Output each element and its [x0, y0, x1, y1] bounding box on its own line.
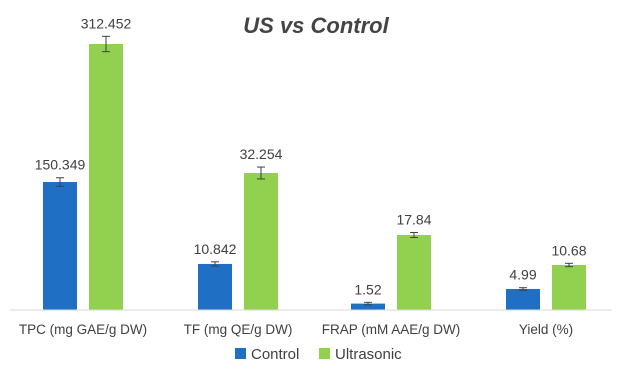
bar-control-yield — [506, 288, 540, 310]
legend-label-ultrasonic: Ultrasonic — [335, 346, 402, 363]
data-label-ultrasonic-yield: 10.68 — [551, 242, 586, 258]
error-bar-ultrasonic-tpc-mg-gae-g-dw — [102, 35, 110, 53]
legend-label-control: Control — [251, 346, 299, 363]
error-bar-control-tpc-mg-gae-g-dw — [56, 177, 64, 187]
legend-swatch-ultrasonic — [319, 348, 330, 359]
data-label-control-tpc-mg-gae-g-dw: 150.349 — [35, 157, 86, 173]
legend-swatch-control — [235, 348, 246, 359]
error-bar-ultrasonic-frap-mm-aae-g-dw — [410, 231, 418, 239]
category-label-frap-mm-aae-g-dw: FRAP (mM AAE/g DW) — [322, 322, 461, 337]
error-bar-ultrasonic-yield — [565, 262, 573, 268]
data-label-control-frap-mm-aae-g-dw: 1.52 — [354, 281, 381, 297]
bar-control-tf-mg-qe-g-dw — [198, 263, 232, 310]
legend-item-ultrasonic: Ultrasonic — [319, 346, 402, 363]
data-label-control-tf-mg-qe-g-dw: 10.842 — [194, 241, 237, 257]
bar-ultrasonic-tpc-mg-gae-g-dw — [89, 44, 123, 310]
error-bar-ultrasonic-tf-mg-qe-g-dw — [257, 166, 265, 180]
bars-layer — [43, 35, 586, 310]
labels-layer: 150.349 312.452 TPC (mg GAE/g DW) 10.842 32.… — [19, 15, 587, 337]
bar-control-frap-mm-aae-g-dw — [351, 303, 385, 310]
category-label-yield: Yield (%) — [519, 322, 573, 337]
error-bar-control-tf-mg-qe-g-dw — [211, 261, 219, 267]
bar-ultrasonic-yield — [552, 265, 586, 310]
data-label-ultrasonic-tf-mg-qe-g-dw: 32.254 — [240, 146, 283, 162]
data-label-ultrasonic-tpc-mg-gae-g-dw: 312.452 — [81, 15, 132, 31]
error-bar-control-frap-mm-aae-g-dw — [364, 301, 372, 306]
category-label-tf-mg-qe-g-dw: TF (mg QE/g DW) — [184, 322, 293, 337]
error-bar-control-yield — [519, 287, 527, 291]
bar-ultrasonic-tf-mg-qe-g-dw — [244, 173, 278, 310]
chart-title: US vs Control — [243, 13, 389, 38]
category-label-tpc-mg-gae-g-dw: TPC (mg GAE/g DW) — [19, 322, 147, 337]
data-label-ultrasonic-frap-mm-aae-g-dw: 17.84 — [396, 211, 431, 227]
legend: Control Ultrasonic — [235, 346, 402, 363]
legend-item-control: Control — [235, 346, 299, 363]
bar-control-tpc-mg-gae-g-dw — [43, 182, 77, 310]
bar-ultrasonic-frap-mm-aae-g-dw — [397, 235, 431, 310]
data-label-control-yield: 4.99 — [509, 267, 536, 283]
